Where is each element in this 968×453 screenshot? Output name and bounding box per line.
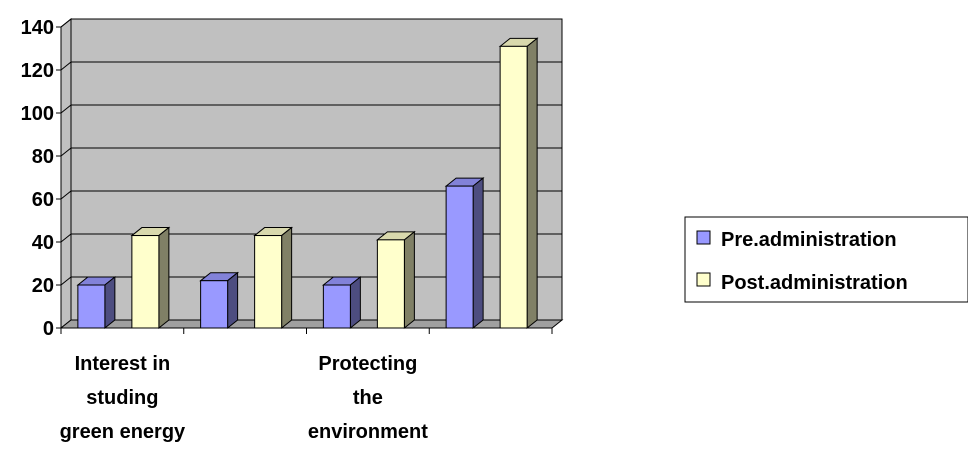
x-category-label: Protecting — [318, 353, 417, 375]
bar-side — [472, 177, 484, 330]
bar — [76, 275, 117, 330]
y-tick-label: 100 — [21, 103, 54, 125]
gridline — [60, 18, 562, 28]
bar-front — [376, 239, 405, 329]
bar-front — [445, 185, 474, 329]
plot-side-wall — [60, 17, 72, 330]
bar-front — [499, 45, 528, 329]
x-category-label: Interest in — [75, 353, 171, 375]
legend-label-pre: Pre.administration — [721, 229, 897, 251]
bar — [375, 230, 416, 330]
x-axis-ticks — [60, 328, 553, 334]
bar — [130, 226, 171, 330]
x-category-label: environment — [308, 421, 428, 443]
bar-front — [131, 235, 160, 329]
x-category-label: the — [353, 387, 383, 409]
y-tick-label: 140 — [21, 17, 54, 39]
y-tick-label: 60 — [32, 189, 54, 211]
x-category-label: studing — [86, 387, 158, 409]
bar-front — [77, 284, 106, 329]
y-axis-ticks: 0 20 40 60 80 100 120 140 — [21, 17, 61, 340]
bar — [253, 226, 294, 330]
bar-side — [104, 275, 116, 330]
legend-label-post: Post.administration — [721, 272, 908, 294]
y-tick-label: 80 — [32, 146, 54, 168]
bar — [444, 177, 485, 330]
gridline — [60, 104, 562, 114]
y-tick-label: 0 — [43, 318, 54, 340]
bar — [498, 37, 539, 330]
y-tick-label: 20 — [32, 275, 54, 297]
gridline — [60, 61, 562, 71]
category-labels: Interest in studing green energy Protecting… — [60, 353, 429, 443]
bar-side — [227, 271, 239, 330]
bar-front — [322, 284, 351, 329]
bar-side — [403, 230, 415, 330]
x-category-label: green energy — [60, 421, 186, 443]
y-tick-label: 40 — [32, 232, 54, 254]
legend-box — [684, 216, 968, 303]
legend-swatch-pre — [696, 230, 711, 245]
legend: Pre.administration Post.administration — [684, 216, 968, 303]
bar — [199, 271, 240, 330]
bar-side — [158, 226, 170, 330]
bar — [321, 275, 362, 330]
bar-side — [526, 37, 538, 330]
bar-front — [254, 235, 283, 329]
y-tick-label: 120 — [21, 60, 54, 82]
legend-swatch-post — [696, 272, 711, 287]
gridline — [60, 147, 562, 157]
bars — [76, 37, 539, 330]
bar-side — [349, 275, 361, 330]
bar-side — [281, 226, 293, 330]
bar-front — [200, 280, 229, 329]
gridline — [60, 190, 562, 200]
